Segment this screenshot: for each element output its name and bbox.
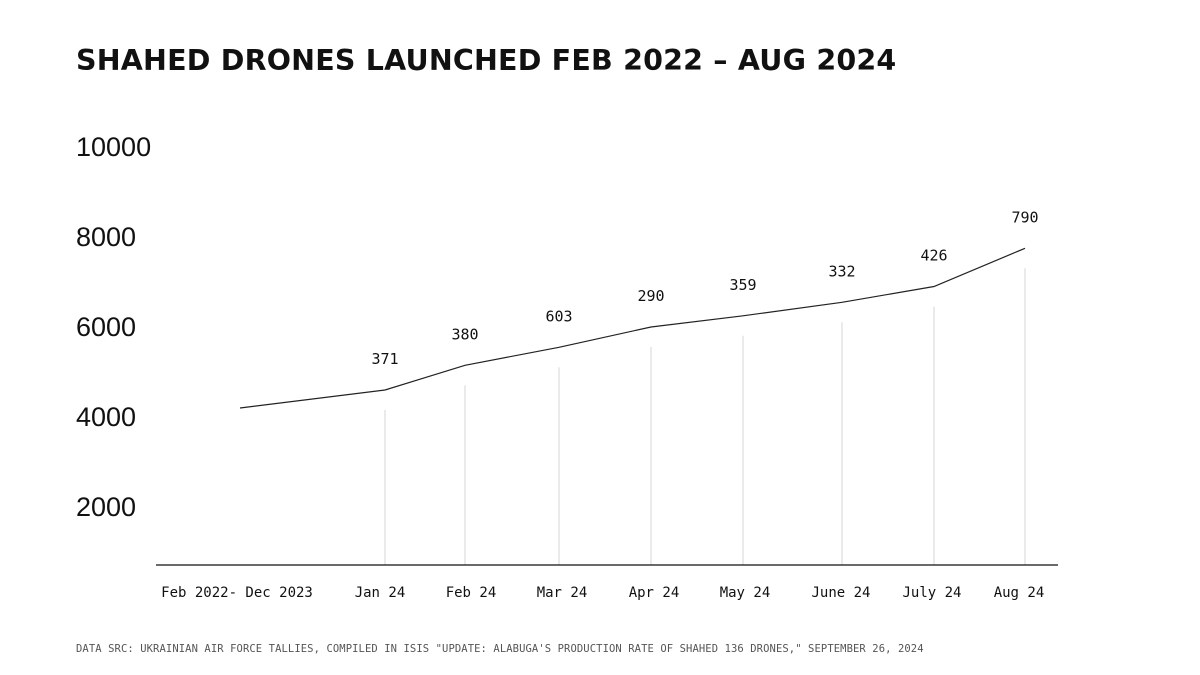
data-label: 426 — [920, 247, 947, 265]
x-tick-label: Feb 24 — [446, 585, 497, 601]
series-line — [239, 247, 1026, 409]
x-tick-label: May 24 — [720, 585, 771, 601]
x-tick-label: June 24 — [811, 585, 870, 601]
data-label: 359 — [729, 276, 756, 294]
x-tick-label: Apr 24 — [629, 585, 680, 601]
x-tick-label: Mar 24 — [537, 585, 588, 601]
x-tick-label: Aug 24 — [994, 585, 1045, 601]
y-tick-label: 8000 — [76, 222, 136, 252]
y-axis: 2000 4000 6000 8000 10000 — [76, 132, 151, 522]
y-tick-label: 4000 — [76, 402, 136, 432]
y-tick-label: 10000 — [76, 132, 151, 162]
y-tick-label: 2000 — [76, 492, 136, 522]
data-label: 380 — [451, 325, 478, 343]
y-tick-label: 6000 — [76, 312, 136, 342]
chart-title: SHAHED DRONES LAUNCHED FEB 2022 – AUG 20… — [76, 44, 897, 77]
drop-lines — [384, 268, 1026, 565]
data-label: 332 — [828, 262, 855, 280]
x-tick-label: July 24 — [902, 585, 961, 601]
data-label: 290 — [637, 287, 664, 305]
x-tick-label: Jan 24 — [355, 585, 406, 601]
data-source-note: DATA SRC: UKRAINIAN AIR FORCE TALLIES, C… — [76, 643, 924, 655]
x-tick-label: Feb 2022- Dec 2023 — [161, 585, 313, 601]
data-labels: 371 380 603 290 359 332 426 790 — [371, 208, 1038, 368]
data-label: 371 — [371, 350, 398, 368]
data-label: 603 — [545, 307, 572, 325]
x-axis: Feb 2022- Dec 2023 Jan 24 Feb 24 Mar 24 Apr … — [161, 585, 1044, 601]
data-label: 790 — [1011, 208, 1038, 226]
